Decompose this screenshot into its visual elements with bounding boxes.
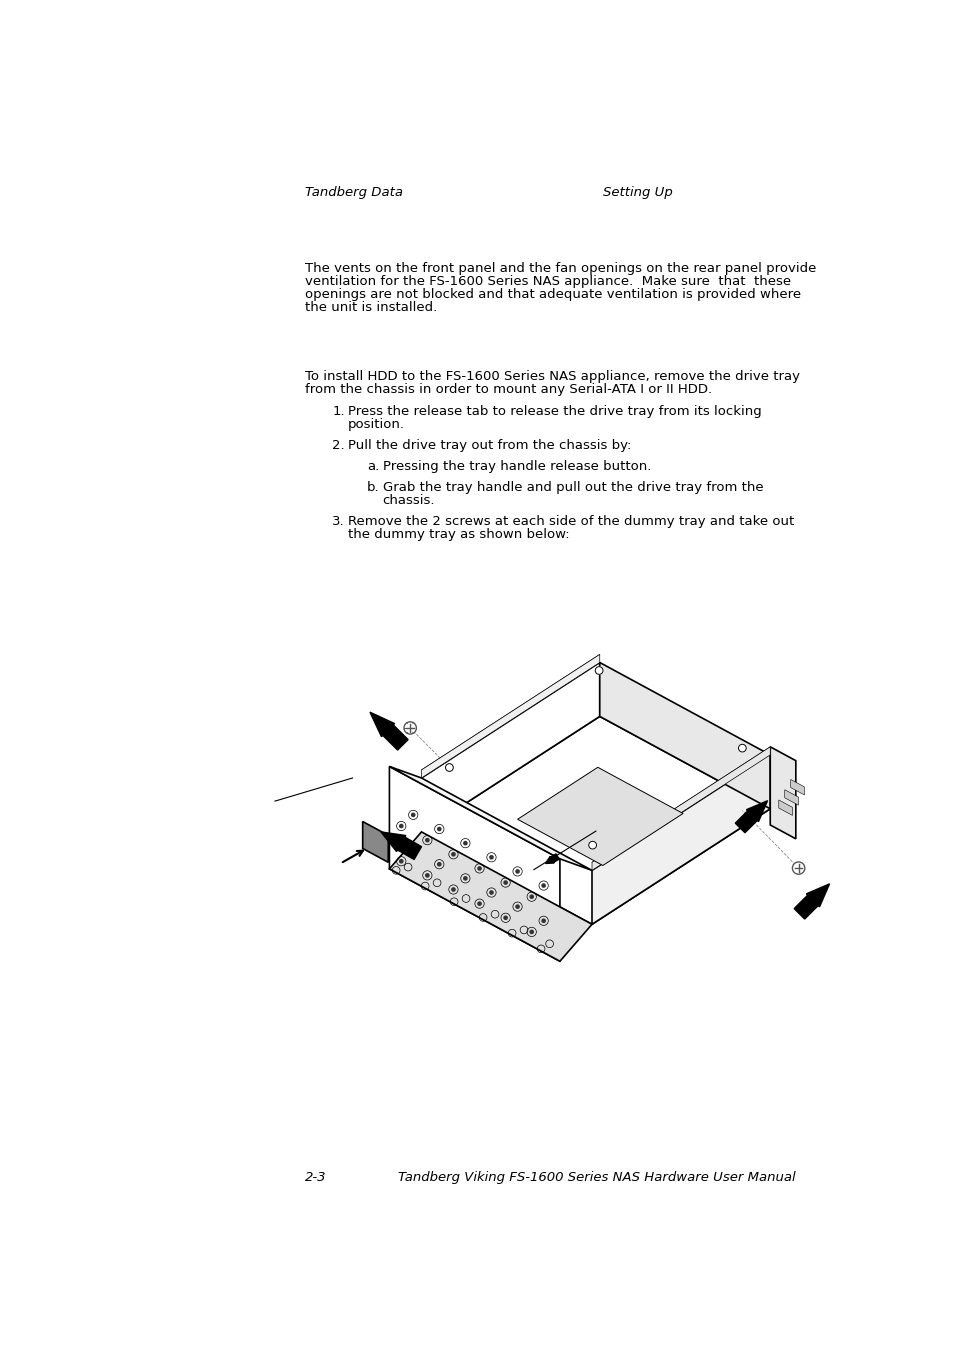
Circle shape [540, 918, 545, 923]
Polygon shape [380, 832, 421, 860]
Text: b.: b. [367, 481, 379, 494]
Polygon shape [778, 801, 792, 815]
Polygon shape [517, 767, 682, 865]
Polygon shape [389, 767, 559, 961]
Circle shape [515, 869, 519, 873]
Text: Tandberg Data: Tandberg Data [305, 186, 403, 198]
Polygon shape [592, 755, 769, 925]
Polygon shape [769, 747, 795, 838]
Circle shape [425, 838, 429, 842]
Text: 2.: 2. [332, 439, 345, 452]
Text: To install HDD to the FS-1600 Series NAS appliance, remove the drive tray: To install HDD to the FS-1600 Series NAS… [305, 370, 800, 383]
Text: Pressing the tray handle release button.: Pressing the tray handle release button. [382, 460, 651, 472]
Circle shape [503, 915, 507, 921]
Polygon shape [389, 767, 592, 871]
Circle shape [489, 890, 494, 895]
Polygon shape [545, 853, 558, 864]
Text: Remove the 2 screws at each side of the dummy tray and take out: Remove the 2 screws at each side of the … [348, 514, 793, 528]
Text: 1.: 1. [332, 405, 345, 418]
Circle shape [411, 813, 416, 817]
Polygon shape [784, 790, 798, 805]
Text: Press the release tab to release the drive tray from its locking: Press the release tab to release the dri… [348, 405, 760, 418]
Circle shape [738, 744, 745, 752]
Polygon shape [421, 717, 769, 925]
Circle shape [489, 855, 494, 860]
Text: The vents on the front panel and the fan openings on the rear panel provide: The vents on the front panel and the fan… [305, 262, 816, 275]
Circle shape [398, 859, 403, 864]
Text: position.: position. [348, 418, 404, 432]
Circle shape [529, 930, 534, 934]
Circle shape [476, 867, 481, 871]
Circle shape [476, 902, 481, 906]
Circle shape [398, 824, 403, 829]
Text: a.: a. [367, 460, 379, 472]
Circle shape [445, 764, 453, 771]
Circle shape [503, 880, 507, 884]
Text: the dummy tray as shown below:: the dummy tray as shown below: [348, 528, 569, 541]
Polygon shape [421, 663, 599, 832]
Polygon shape [592, 747, 769, 871]
Polygon shape [421, 717, 769, 925]
Circle shape [436, 861, 441, 867]
Text: the unit is installed.: the unit is installed. [305, 301, 437, 315]
Text: chassis.: chassis. [382, 494, 435, 506]
Text: Pull the drive tray out from the chassis by:: Pull the drive tray out from the chassis… [348, 439, 631, 452]
Circle shape [425, 873, 429, 878]
Circle shape [515, 904, 519, 909]
Text: openings are not blocked and that adequate ventilation is provided where: openings are not blocked and that adequa… [305, 289, 801, 301]
Circle shape [451, 887, 456, 892]
Text: 2-3: 2-3 [305, 1170, 327, 1184]
Text: ventilation for the FS-1600 Series NAS appliance.  Make sure  that  these: ventilation for the FS-1600 Series NAS a… [305, 275, 791, 288]
Circle shape [451, 852, 456, 857]
Circle shape [462, 841, 467, 845]
Circle shape [595, 667, 602, 675]
Text: 3.: 3. [332, 514, 345, 528]
Polygon shape [793, 884, 829, 919]
Text: Grab the tray handle and pull out the drive tray from the: Grab the tray handle and pull out the dr… [382, 481, 762, 494]
Circle shape [403, 722, 416, 734]
Text: Setting Up: Setting Up [602, 186, 672, 198]
Text: Tandberg Viking FS-1600 Series NAS Hardware User Manual: Tandberg Viking FS-1600 Series NAS Hardw… [397, 1170, 795, 1184]
Circle shape [540, 883, 545, 888]
Polygon shape [421, 655, 599, 778]
Text: from the chassis in order to mount any Serial-ATA I or II HDD.: from the chassis in order to mount any S… [305, 383, 712, 396]
Circle shape [588, 841, 596, 849]
Polygon shape [370, 713, 408, 751]
Polygon shape [599, 663, 769, 809]
Circle shape [529, 895, 534, 899]
Circle shape [792, 861, 804, 875]
Circle shape [411, 848, 416, 852]
Circle shape [436, 826, 441, 832]
Polygon shape [362, 822, 388, 863]
Polygon shape [389, 832, 592, 961]
Polygon shape [790, 779, 803, 795]
Polygon shape [735, 801, 767, 833]
Circle shape [462, 876, 467, 880]
